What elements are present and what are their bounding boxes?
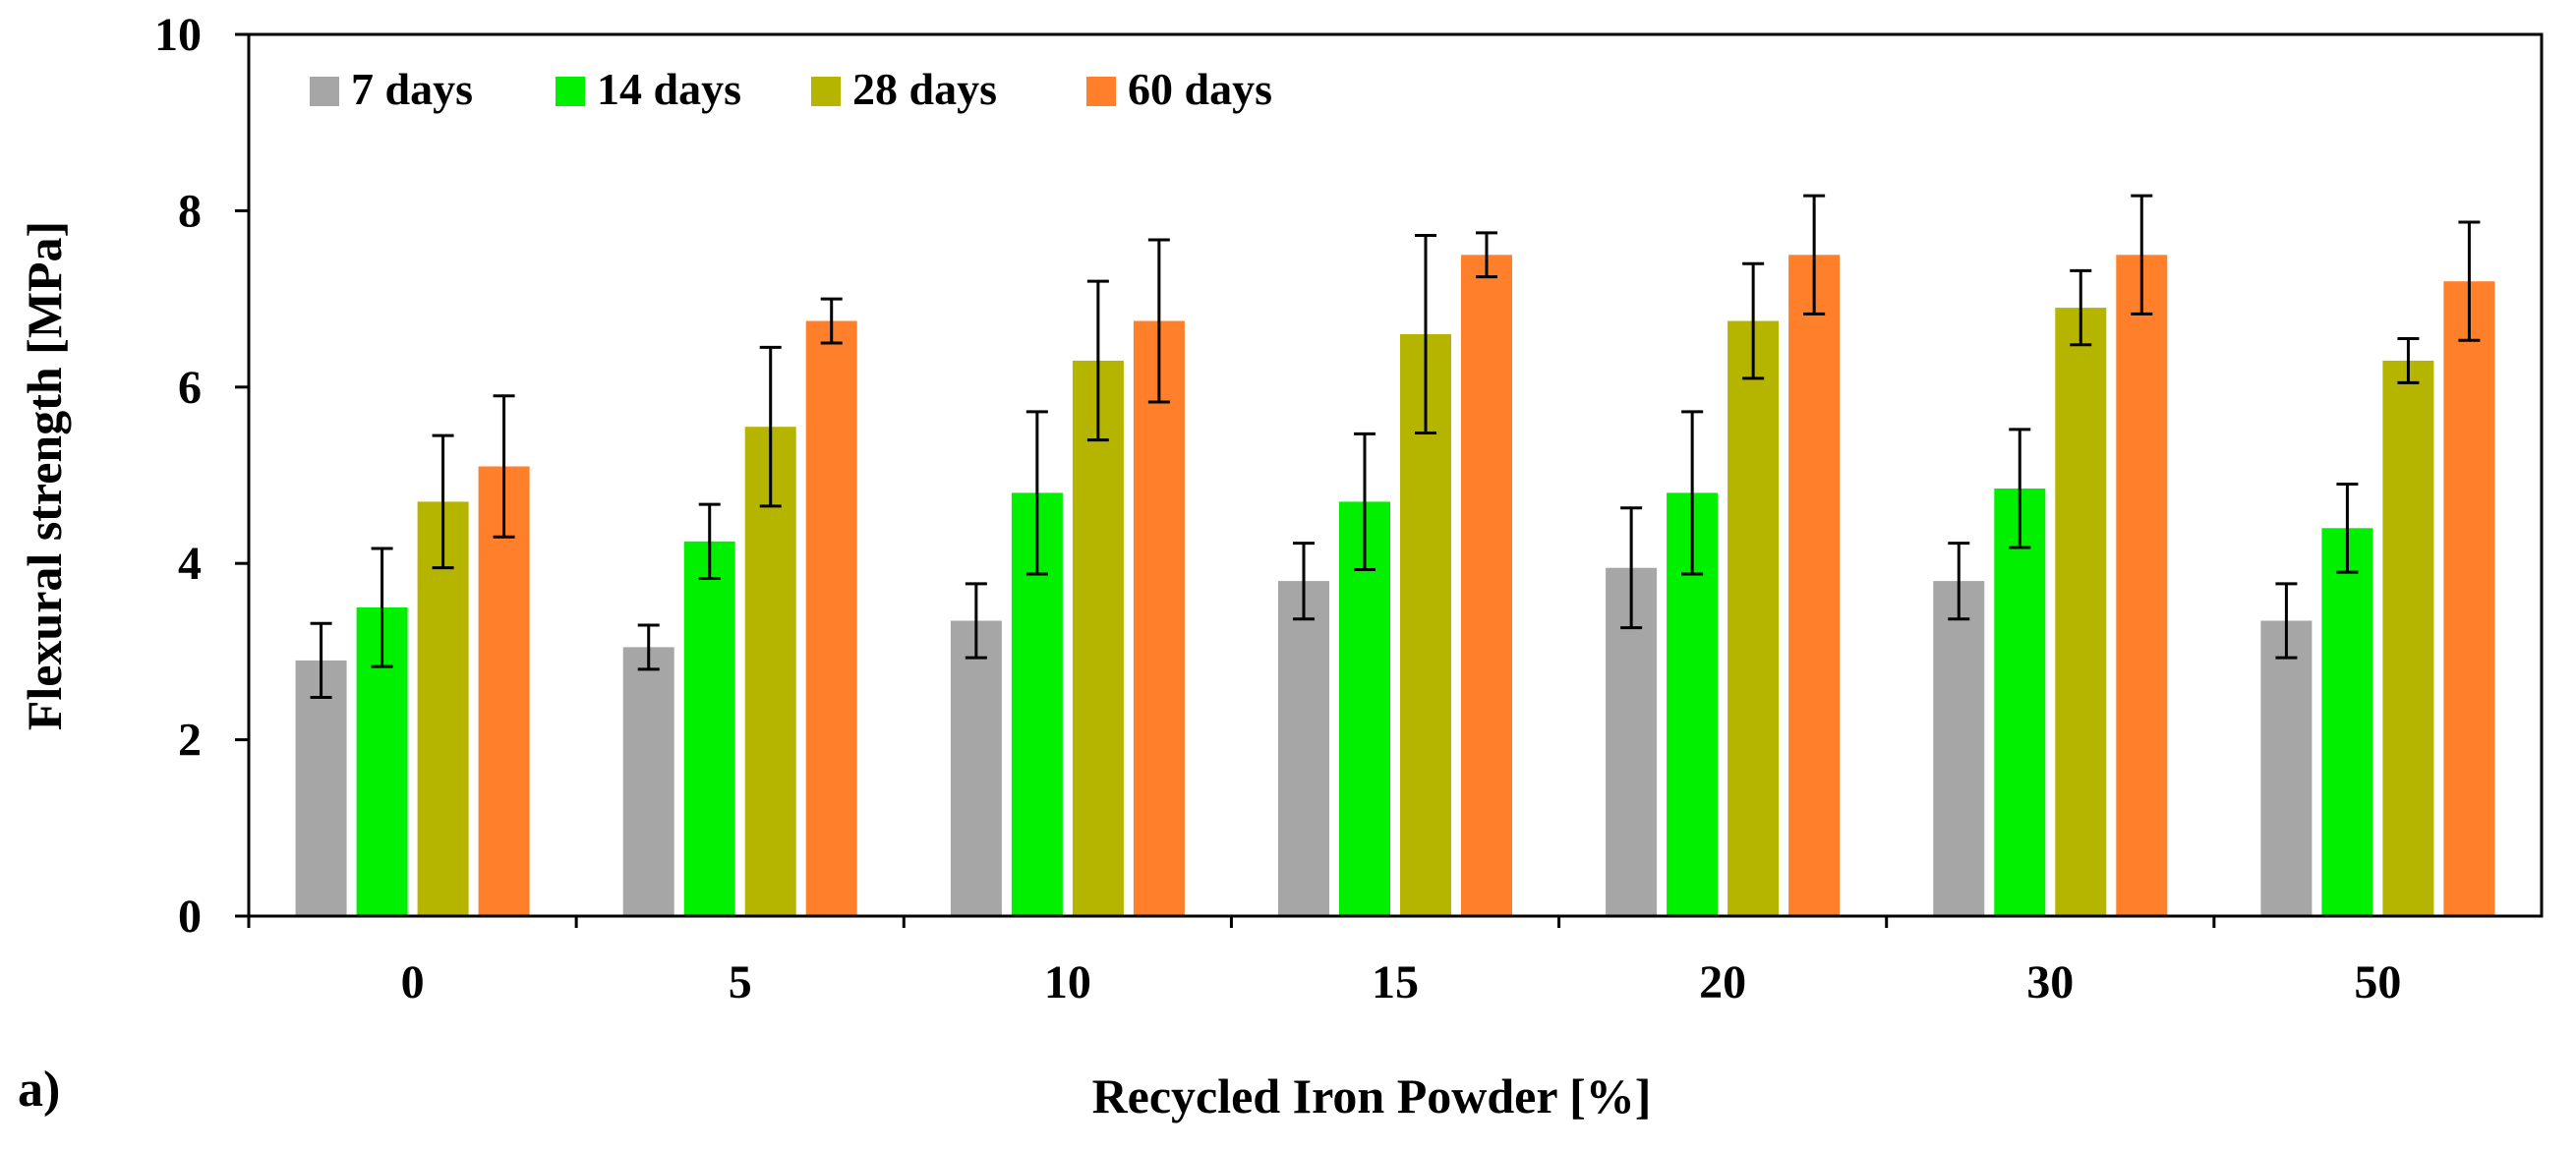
bar-28-days-5: [744, 427, 796, 916]
bar-7-days-50: [2260, 620, 2313, 916]
bar-28-days-20: [1727, 320, 1780, 916]
x-tick-label-20: 20: [1699, 956, 1746, 1008]
bar-7-days-15: [1278, 581, 1329, 916]
x-tick-label-10: 10: [1044, 956, 1091, 1008]
legend: 7 days 14 days 28 days 60 days: [310, 64, 1272, 114]
bar-14-days-5: [683, 541, 735, 916]
legend-swatch-7-days: [310, 77, 339, 106]
bar-60-days-10: [1133, 320, 1185, 916]
bar-7-days-10: [950, 620, 1002, 916]
x-axis-title: Recycled Iron Powder [%]: [1092, 1068, 1652, 1123]
legend-swatch-14-days: [556, 77, 585, 106]
x-tick-label-0: 0: [401, 956, 425, 1008]
legend-label-28-days: 28 days: [852, 64, 997, 114]
bar-60-days-0: [478, 466, 530, 916]
legend-swatch-28-days: [811, 77, 841, 106]
panel-label: a): [18, 1062, 60, 1118]
bar-7-days-0: [295, 660, 347, 916]
bar-60-days-50: [2443, 281, 2495, 916]
bar-28-days-10: [1072, 360, 1124, 916]
bar-28-days-0: [417, 501, 469, 916]
legend-swatch-60-days: [1086, 77, 1116, 106]
y-tick-label-6: 6: [178, 362, 202, 414]
plot-area-frame: [247, 32, 2544, 918]
x-tick-label-5: 5: [729, 956, 752, 1008]
error-bars-layer: [310, 194, 2481, 700]
bar-28-days-30: [2055, 308, 2107, 917]
axes-layer: 0 5 10 15 20 30 50 0 2 4 6 8 10: [154, 9, 2401, 1008]
bar-14-days-50: [2321, 528, 2373, 916]
x-tick-label-50: 50: [2354, 956, 2401, 1008]
y-tick-label-4: 4: [178, 538, 202, 590]
legend-label-60-days: 60 days: [1128, 64, 1272, 114]
x-tick-label-15: 15: [1372, 956, 1419, 1008]
legend-label-7-days: 7 days: [351, 64, 473, 114]
bars-layer: [295, 255, 2495, 917]
y-tick-label-10: 10: [154, 9, 202, 61]
bar-28-days-50: [2382, 360, 2434, 916]
bar-7-days-30: [1933, 581, 1985, 916]
legend-label-14-days: 14 days: [597, 64, 741, 114]
y-axis-title: Flexural strength [MPa]: [17, 221, 72, 730]
bar-60-days-30: [2116, 255, 2168, 917]
y-tick-label-8: 8: [178, 185, 202, 237]
y-tick-label-0: 0: [178, 891, 202, 943]
bar-60-days-20: [1788, 255, 1841, 917]
x-tick-label-30: 30: [2026, 956, 2074, 1008]
bar-60-days-15: [1461, 255, 1512, 917]
bar-7-days-5: [622, 647, 674, 916]
bar-60-days-5: [805, 320, 857, 916]
bar-14-days-30: [1994, 489, 2046, 916]
y-tick-label-2: 2: [178, 715, 202, 767]
